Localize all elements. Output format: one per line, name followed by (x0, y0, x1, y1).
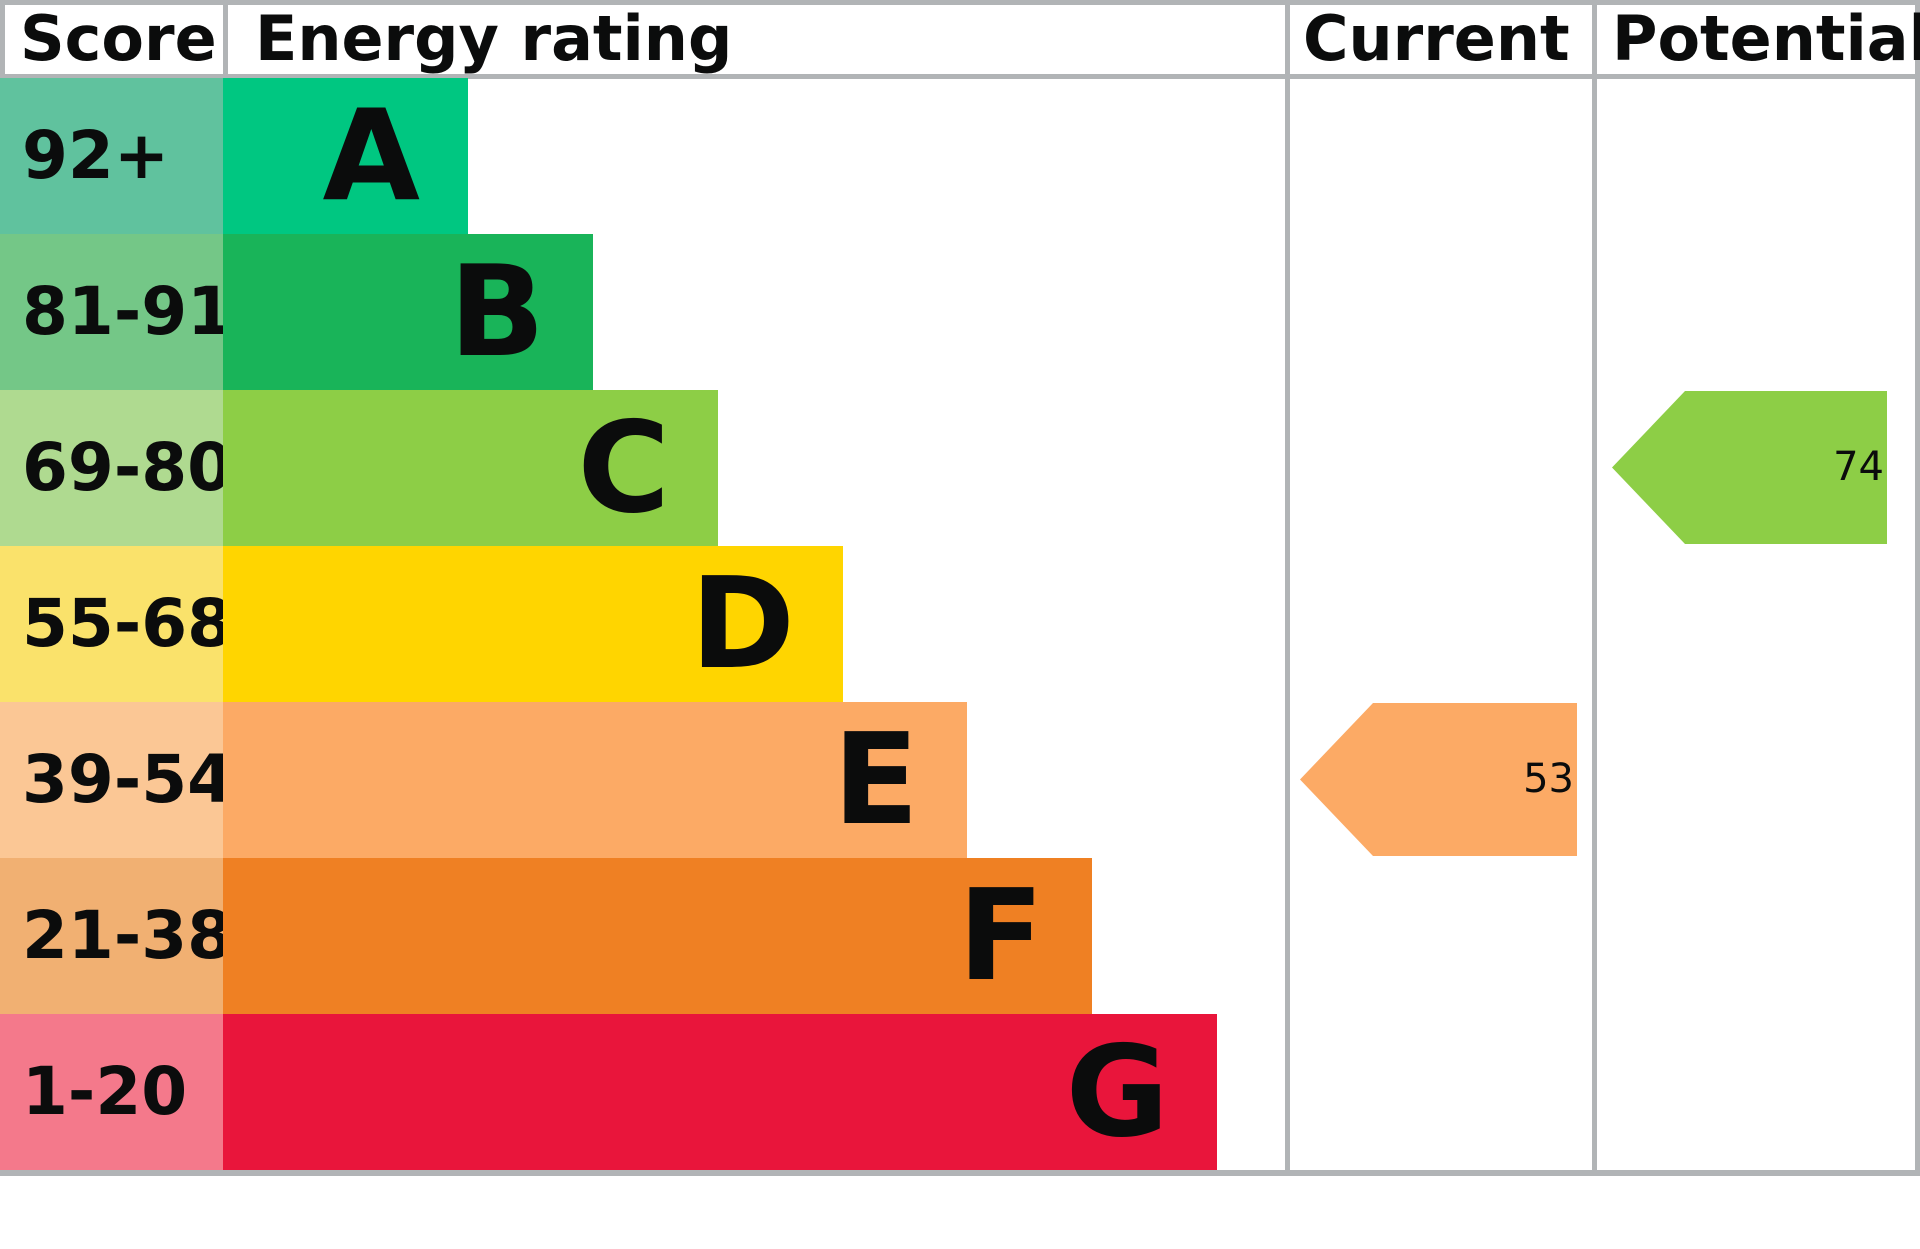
score-cell-d: 55-68 (0, 546, 233, 702)
band-row-e: 39-54 E (0, 702, 1920, 858)
divider-current-column (1285, 0, 1290, 1176)
band-row-f: 21-38 F (0, 858, 1920, 1014)
score-cell-b: 81-91 (0, 234, 233, 390)
band-bar-c: C (223, 390, 718, 546)
divider-score-column (223, 0, 228, 74)
score-cell-c: 69-80 (0, 390, 233, 546)
band-bar-a: A (223, 78, 468, 234)
divider-potential-column (1592, 0, 1597, 1176)
band-row-c: 69-80 C (0, 390, 1920, 546)
border-header-bottom (0, 74, 1920, 79)
score-cell-g: 1-20 (0, 1014, 223, 1170)
score-cell-e: 39-54 (0, 702, 233, 858)
column-header-energy-rating: Energy rating (255, 2, 733, 75)
column-header-current: Current (1303, 2, 1570, 75)
border-top (0, 0, 1920, 5)
band-bar-f: F (223, 858, 1092, 1014)
band-row-d: 55-68 D (0, 546, 1920, 702)
band-row-b: 81-91 B (0, 234, 1920, 390)
score-cell-a: 92+ (0, 78, 223, 234)
border-right (1915, 0, 1920, 1176)
border-header-left (0, 0, 5, 74)
band-bar-d: D (223, 546, 843, 702)
band-row-a: 92+ A (0, 78, 1920, 234)
column-header-score: Score (20, 2, 217, 75)
band-row-g: 1-20 G (0, 1014, 1920, 1170)
column-header-potential: Potential (1612, 2, 1920, 75)
band-bar-g: G (223, 1014, 1217, 1170)
band-bar-b: B (223, 234, 593, 390)
score-cell-f: 21-38 (0, 858, 233, 1014)
band-bar-e: E (223, 702, 967, 858)
border-bottom (0, 1170, 1920, 1176)
